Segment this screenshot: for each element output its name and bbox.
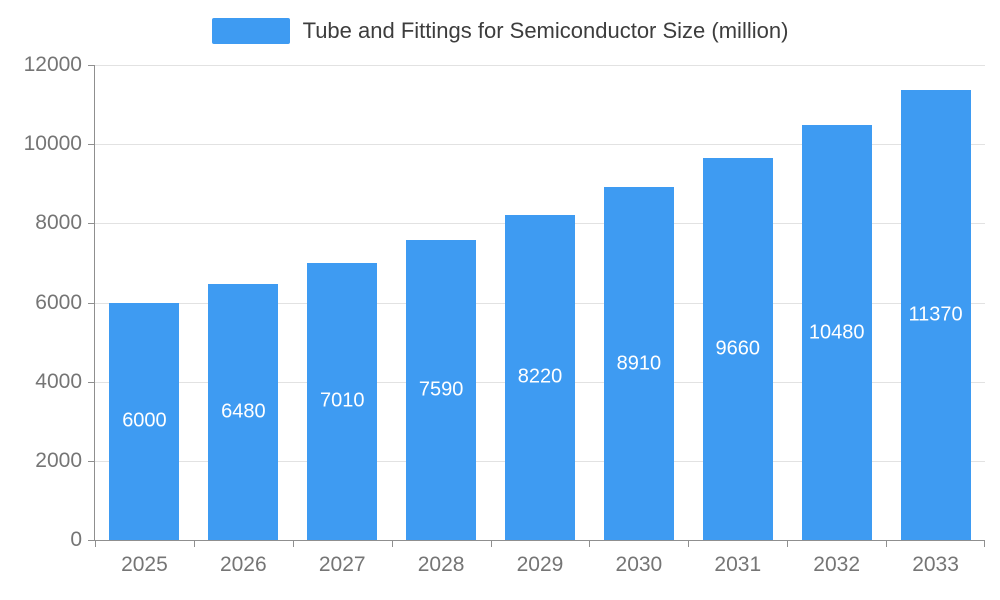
y-axis-tick [88,381,94,383]
bar: 10480 [801,125,872,540]
bar-value-label: 7590 [418,378,464,401]
bar: 7590 [406,239,477,540]
x-axis-line [94,540,985,541]
x-axis-tick [193,541,195,547]
bar: 11370 [900,89,971,540]
x-axis-tick-label: 2031 [714,553,762,576]
y-axis-tick-label: 6000 [35,290,82,314]
y-axis-line [94,65,95,540]
y-axis-tick [88,223,94,225]
bar-value-label: 8910 [616,352,662,375]
bar-value-label: 8220 [517,365,563,388]
y-axis-tick [88,144,94,146]
x-axis-tick-label: 2030 [615,553,663,576]
x-axis-tick [688,541,690,547]
y-axis-tick-label: 2000 [35,448,82,472]
x-axis-tick [490,541,492,547]
y-axis-tick-label: 10000 [23,132,82,156]
x-axis-tick-label: 2026 [219,553,267,576]
x-axis-tick-label: 2032 [813,553,861,576]
x-axis-tick [391,541,393,547]
x-axis-tick-label: 2025 [121,553,168,576]
x-axis-tick [787,541,789,547]
y-axis-tick-label: 4000 [35,369,82,393]
x-axis-tick-label: 2028 [417,553,465,576]
y-axis-tick-label: 8000 [35,211,82,235]
y-axis-tick [88,302,94,304]
legend[interactable]: Tube and Fittings for Semiconductor Size… [0,18,1000,44]
y-axis-tick [88,65,94,66]
bar-value-label: 7010 [319,389,365,412]
x-axis-tick [589,541,591,547]
y-axis-tick-label: 12000 [23,53,82,76]
gridline [95,144,985,146]
bar: 7010 [307,262,378,540]
bar: 6000 [109,302,180,540]
legend-swatch-icon [211,18,290,44]
bar: 9660 [702,157,773,540]
bar: 8220 [505,214,575,540]
bar: 6480 [208,283,279,540]
x-axis-tick [984,541,985,547]
x-axis-tick [95,541,96,547]
y-axis-tick [88,540,94,541]
bar-value-label: 6480 [221,400,266,423]
x-axis-tick-label: 2033 [912,553,959,576]
gridline [95,65,985,66]
plot-area: 0 2000 4000 6000 8000 10000 12000 6000 2025 6480 2… [24,53,985,576]
bar-value-label: 6000 [122,409,167,432]
legend-label: Tube and Fittings for Semiconductor Size… [302,18,789,43]
bar-value-label: 9660 [715,337,761,360]
x-axis-tick [292,541,294,547]
bar-value-label: 11370 [908,303,963,326]
x-axis-tick-label: 2029 [516,553,564,576]
y-axis-tick-label: 0 [70,528,82,551]
y-axis-tick [88,460,94,462]
bar: 8910 [603,187,674,540]
bar-value-label: 10480 [808,321,865,344]
x-axis-tick [886,541,888,547]
x-axis-tick-label: 2027 [318,553,366,576]
